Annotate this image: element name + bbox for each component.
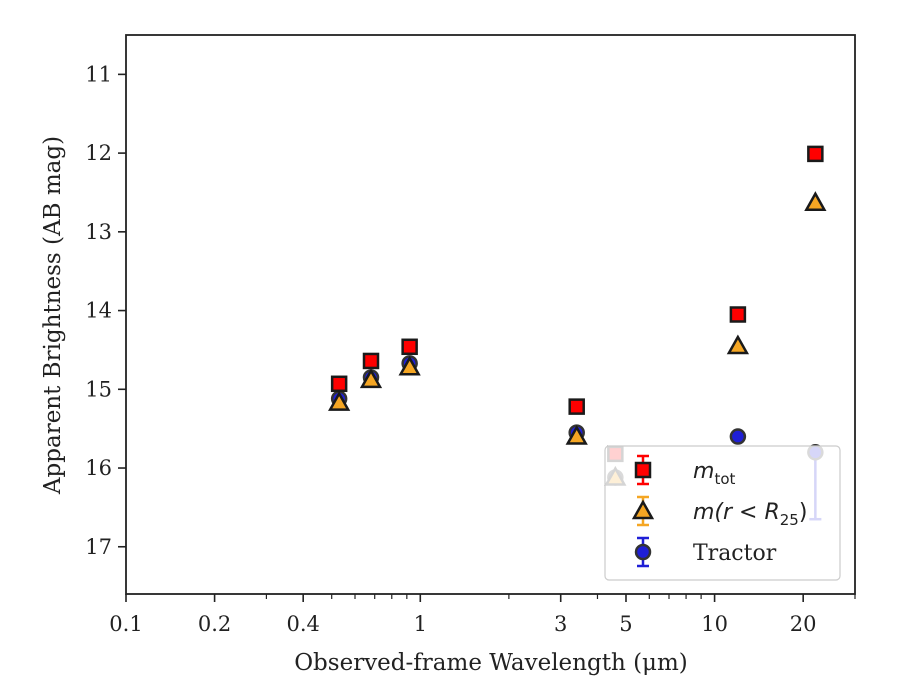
- legend-entry-triangle: m(r < R25): [631, 495, 807, 529]
- x-tick-label: 0.1: [109, 612, 142, 636]
- legend-marker-triangle: [631, 499, 655, 520]
- x-tick-label: 10: [701, 612, 728, 636]
- x-tick-label: 20: [790, 612, 817, 636]
- y-tick-label: 13: [85, 220, 112, 244]
- y-tick-label: 15: [85, 377, 112, 401]
- legend: mtot m(r < R25) Tractor: [604, 445, 841, 581]
- y-tick-label: 14: [85, 299, 112, 323]
- legend-box: [604, 445, 841, 581]
- legend-entry-circle: Tractor: [634, 536, 777, 568]
- legend-label: m(r < R25): [693, 500, 807, 529]
- legend-label: mtot: [693, 459, 735, 488]
- data-point-triangle: [804, 191, 827, 211]
- data-point-square: [729, 306, 747, 323]
- data-point-triangle: [398, 355, 421, 376]
- data-point-square: [330, 375, 348, 393]
- x-tick-label: 5: [619, 612, 632, 636]
- x-axis-label: Observed-frame Wavelength (μm): [294, 650, 688, 676]
- series-triangle: [328, 191, 827, 486]
- data-point-square: [401, 338, 418, 356]
- legend-entry-square: mtot: [634, 454, 735, 488]
- data-point-triangle: [359, 368, 383, 389]
- data-point-triangle: [726, 334, 750, 355]
- legend-marker-square: [634, 461, 652, 479]
- x-tick-label: 0.2: [198, 612, 231, 636]
- x-tick-label: 0.4: [286, 612, 319, 636]
- y-axis-label: Apparent Brightness (AB mag): [40, 136, 66, 495]
- y-tick-label: 17: [85, 535, 112, 559]
- y-tick-label: 11: [85, 62, 112, 86]
- data-point-triangle: [328, 391, 351, 411]
- data-point-square: [568, 398, 585, 415]
- plot-frame: [125, 34, 856, 595]
- legend-label: Tractor: [693, 541, 777, 566]
- data-point-square: [807, 145, 824, 163]
- y-tick-label: 16: [85, 456, 112, 480]
- x-tick-label: 1: [414, 612, 427, 636]
- legend-marker-circle: [634, 543, 652, 561]
- data-point-square: [362, 352, 380, 370]
- x-tick-label: 3: [554, 612, 567, 636]
- data-point-triangle: [565, 424, 588, 445]
- data-point-circle: [729, 428, 747, 445]
- y-tick-label: 12: [85, 141, 112, 165]
